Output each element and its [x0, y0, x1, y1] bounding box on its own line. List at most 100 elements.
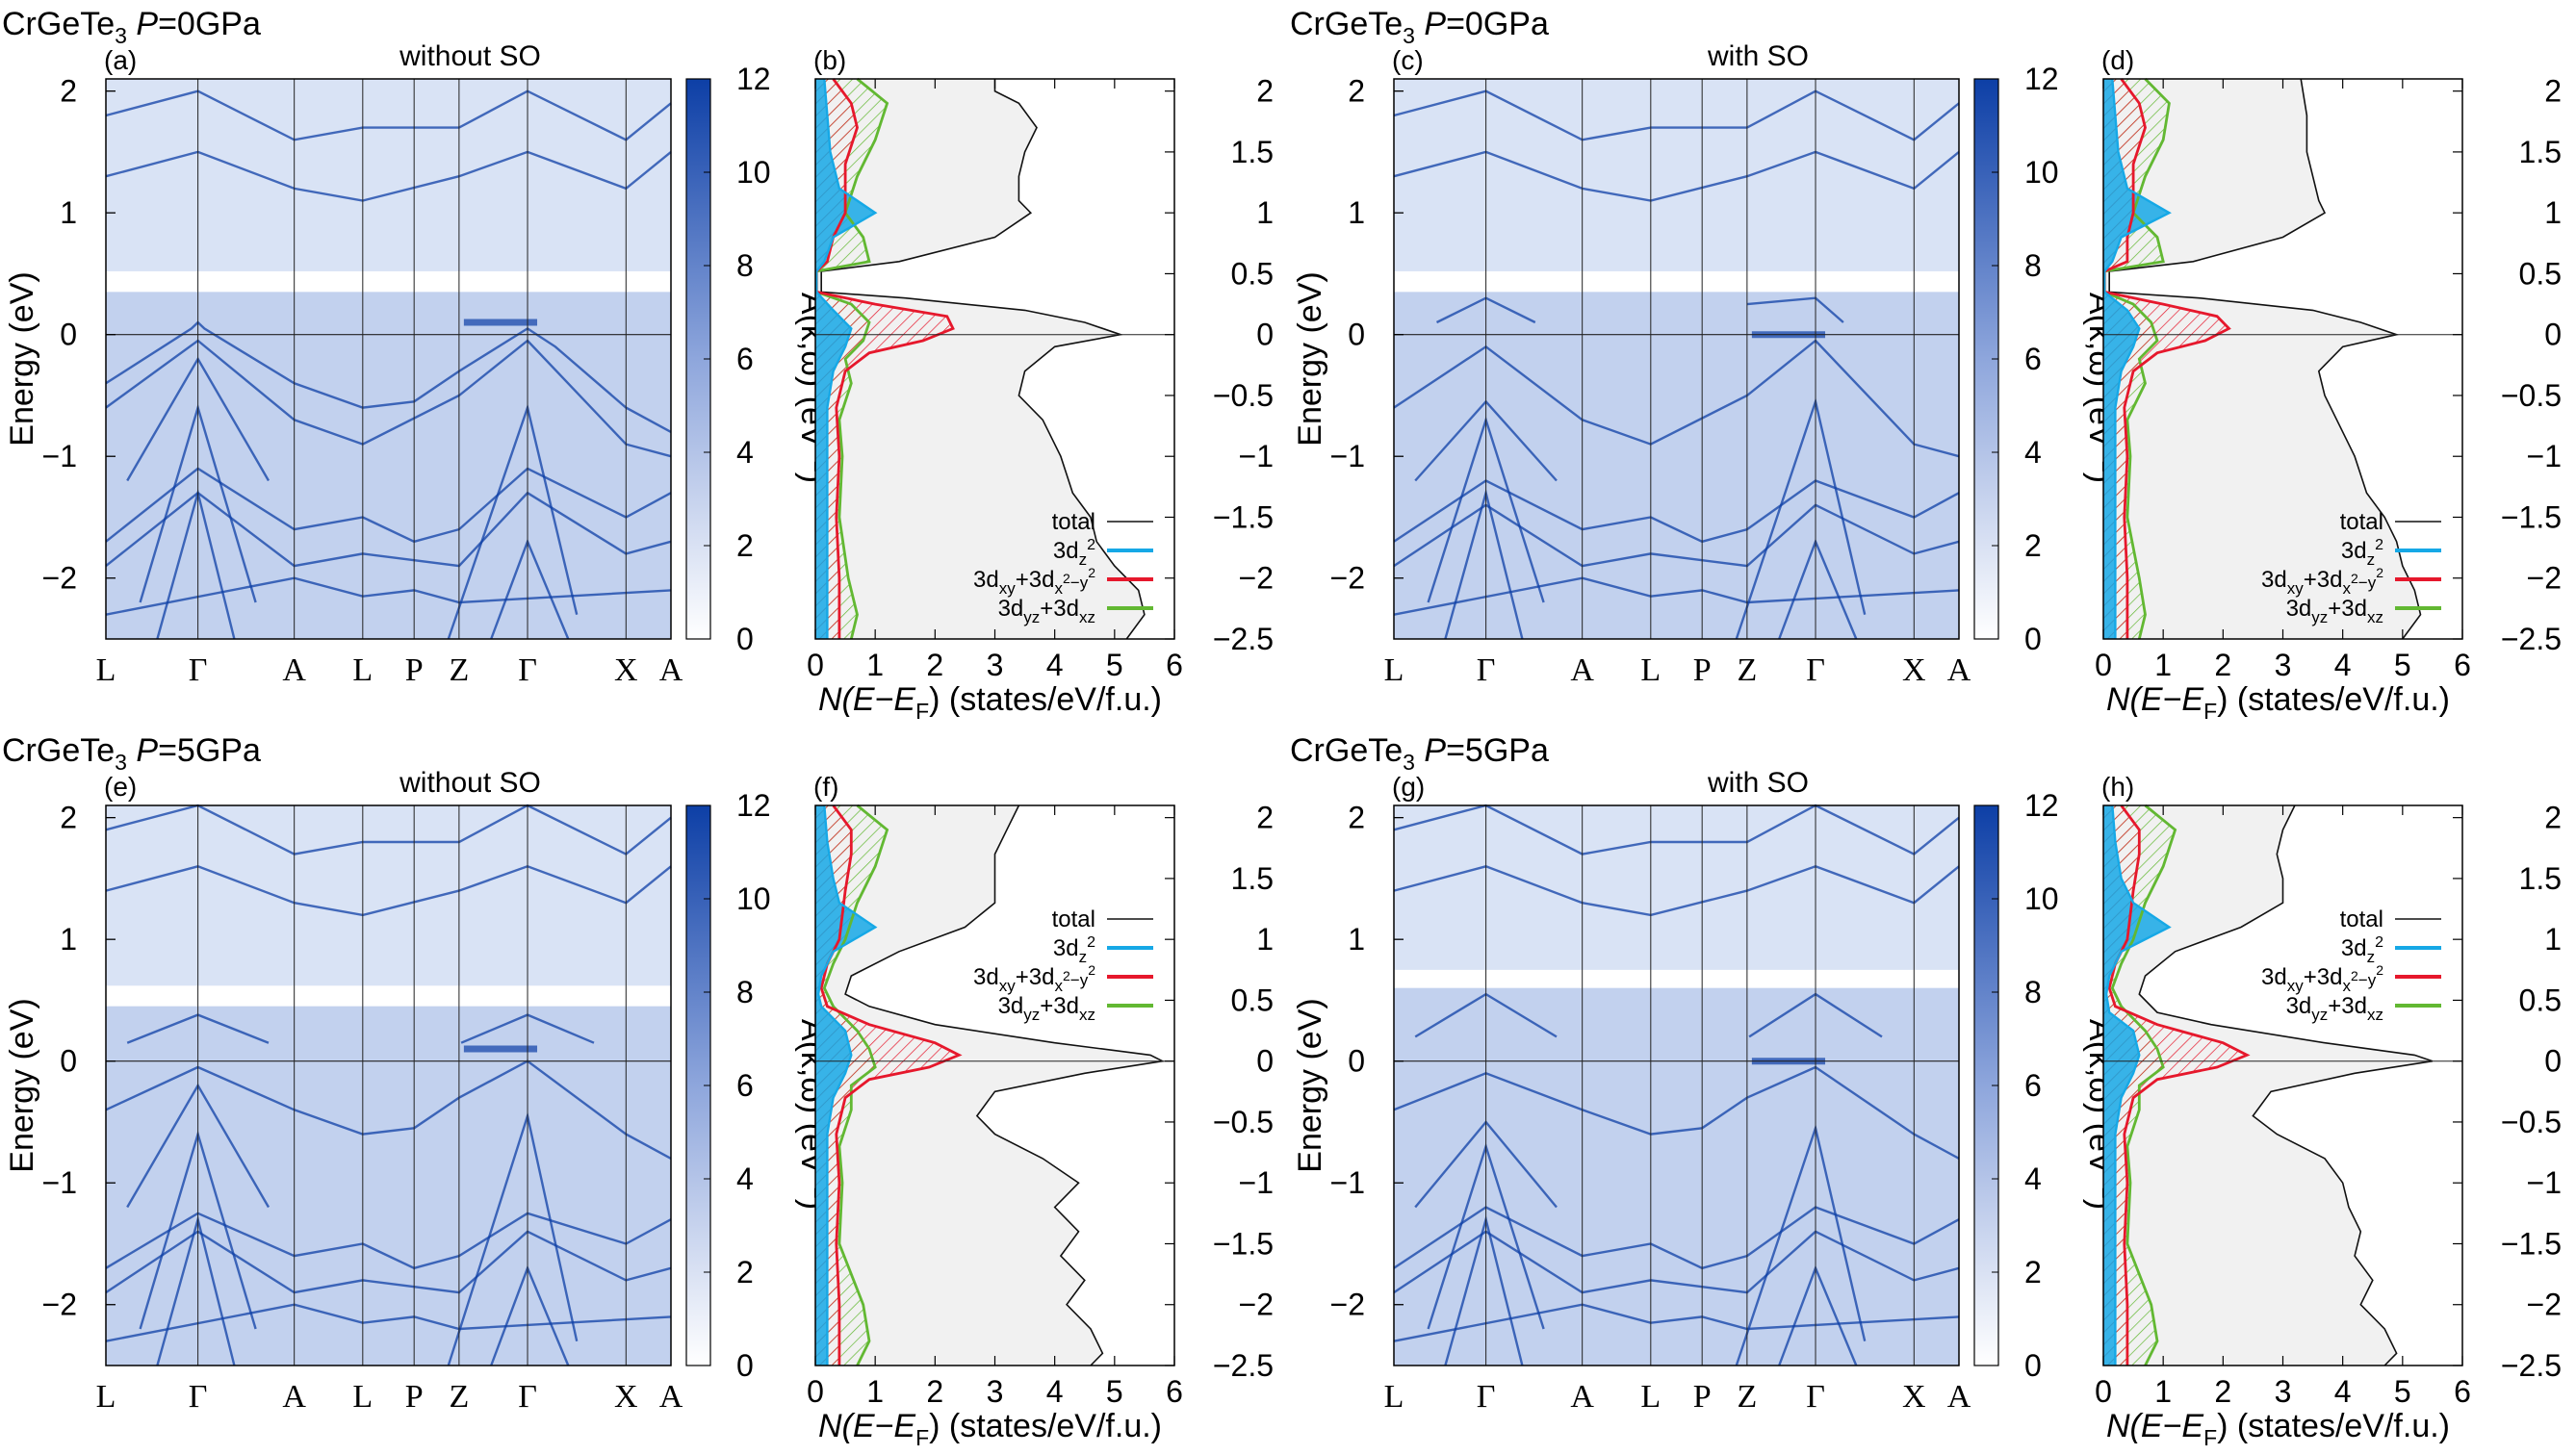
y-tick-label: −1	[42, 439, 77, 473]
text-span: yz	[2311, 608, 2328, 626]
legend-label: 3dyz+3dxz​	[998, 596, 1095, 626]
y-tick-label: 2	[2544, 801, 2562, 835]
colorbar-tick-label: 12	[736, 62, 771, 96]
y-tick-label: −2.5	[1213, 622, 1274, 656]
text-span: +3d	[1040, 993, 1079, 1019]
y-tick-label: −1	[1330, 439, 1365, 473]
text-span: )	[2082, 1199, 2119, 1210]
kpoint-label: X	[1902, 652, 1926, 688]
colorbar-tick-label: 6	[736, 342, 754, 376]
panel-label: (c)	[1392, 45, 1424, 75]
x-tick-label: 4	[1046, 648, 1064, 682]
kpoint-label: L	[352, 1379, 373, 1415]
text-span: 3d	[2286, 596, 2312, 622]
text-span: yz	[1023, 1006, 1040, 1024]
text-span: 3	[115, 750, 127, 775]
x-tick-label: 5	[1106, 1374, 1123, 1409]
legend-label: 3dyz+3dxz​	[2286, 596, 2383, 626]
kpoint-label: L	[1384, 652, 1404, 688]
x-tick-label: 4	[2334, 1374, 2352, 1409]
dxy-dos-line	[819, 804, 963, 1366]
band-line	[1393, 1230, 1960, 1294]
text-span: −y	[2358, 971, 2377, 989]
text-span: total	[1052, 509, 1095, 535]
y-tick-label: 1.5	[1231, 135, 1274, 169]
total-dos-fill	[2103, 79, 2421, 639]
x-tick-label: 5	[2394, 1374, 2411, 1409]
colorbar-tick-label: 4	[2024, 435, 2042, 470]
total-dos-line	[844, 804, 1166, 1366]
text-span: xz	[1079, 608, 1095, 626]
text-span: xy	[2287, 579, 2305, 598]
text-span: +3d	[1016, 964, 1055, 990]
y-tick-label: 1	[2544, 922, 2562, 957]
text-span: 3d	[973, 964, 999, 990]
panel-label: (a)	[104, 45, 137, 75]
x-tick-label: 3	[2275, 1374, 2292, 1409]
band-line	[105, 89, 672, 141]
colorbar-tick-label: 12	[736, 788, 771, 823]
panel-title: without SO	[399, 767, 541, 799]
kpoint-label: Γ	[1477, 652, 1496, 688]
conduction-region	[1394, 805, 1959, 970]
dxy-dos-line	[2102, 78, 2231, 639]
y-tick-label: 1	[1256, 922, 1274, 957]
panel-label: (g)	[1392, 772, 1425, 802]
text-span: 3d	[1053, 935, 1079, 961]
text-span: 3d	[2261, 964, 2287, 990]
text-span: 2	[1063, 968, 1070, 983]
y-tick-label: −2.5	[2501, 1348, 2562, 1383]
y-tick-label: 0	[60, 318, 77, 352]
text-span: xy	[999, 977, 1017, 995]
text-span: )	[794, 1199, 831, 1210]
band-line	[1393, 339, 1960, 458]
y-tick-label: −2	[1330, 561, 1365, 596]
y-tick-label: −2.5	[2501, 622, 2562, 656]
y-tick-label: −0.5	[1213, 378, 1274, 413]
band-gap-region	[106, 270, 671, 293]
colorbar-tick-label: 2	[2024, 1255, 2042, 1289]
dz2-dos-line	[2104, 804, 2172, 1366]
y-tick-label: 2	[1348, 801, 1365, 835]
x-tick-label: 2	[2214, 1374, 2231, 1409]
y-tick-label: 1	[1256, 195, 1274, 230]
text-span: N(E−E	[818, 681, 915, 718]
y-tick-label: 0	[1348, 318, 1365, 352]
y-tick-label: 0.5	[1231, 256, 1274, 291]
band-frame	[105, 78, 672, 640]
y-tick-label: −0.5	[1213, 1105, 1274, 1139]
colorbar-tick-label: 10	[2024, 155, 2059, 190]
text-span	[1415, 6, 1424, 42]
panel-title: with SO	[1707, 767, 1809, 799]
legend-label: 3dz2​	[2341, 934, 2383, 966]
text-span: F	[915, 699, 929, 724]
y-tick-label: 1	[60, 922, 77, 957]
y-tick-label: 1	[1348, 195, 1365, 230]
y-tick-label: 2	[1348, 74, 1365, 109]
dz2-dos-fill	[2103, 805, 2170, 1366]
text-span: yz	[2311, 1006, 2328, 1024]
y-tick-label: 0	[1348, 1044, 1365, 1079]
y-tick-label: −1	[1330, 1165, 1365, 1200]
legend-label: 3dxy+3dx2−y2​	[2261, 565, 2383, 598]
legend-label: 3dxy+3dx2−y2​	[973, 565, 1095, 598]
text-span: 2	[1087, 934, 1095, 951]
legend-label: 3dxy+3dx2−y2​	[2261, 962, 2383, 995]
x-tick-label: 5	[2394, 648, 2411, 682]
x-tick-label: 0	[2095, 648, 2112, 682]
text-span: z	[1079, 550, 1088, 569]
colorbar-tick-label: 6	[2024, 1068, 2042, 1103]
legend-label: 3dyz+3dxz​	[998, 993, 1095, 1024]
band-line	[105, 339, 672, 458]
kpoint-label: A	[282, 1379, 306, 1415]
x-tick-label: 4	[2334, 648, 2352, 682]
colorbar-tick-label: 10	[2024, 881, 2059, 916]
text-span: 3d	[2341, 935, 2367, 961]
panel-label: (f)	[813, 772, 838, 802]
x-tick-label: 6	[2454, 648, 2471, 682]
dyz-dos-line	[2102, 78, 2171, 640]
conduction-region	[106, 805, 671, 986]
text-span: 2	[2375, 537, 2383, 553]
text-span: 2	[2375, 934, 2383, 951]
text-span: 2	[1088, 565, 1095, 580]
